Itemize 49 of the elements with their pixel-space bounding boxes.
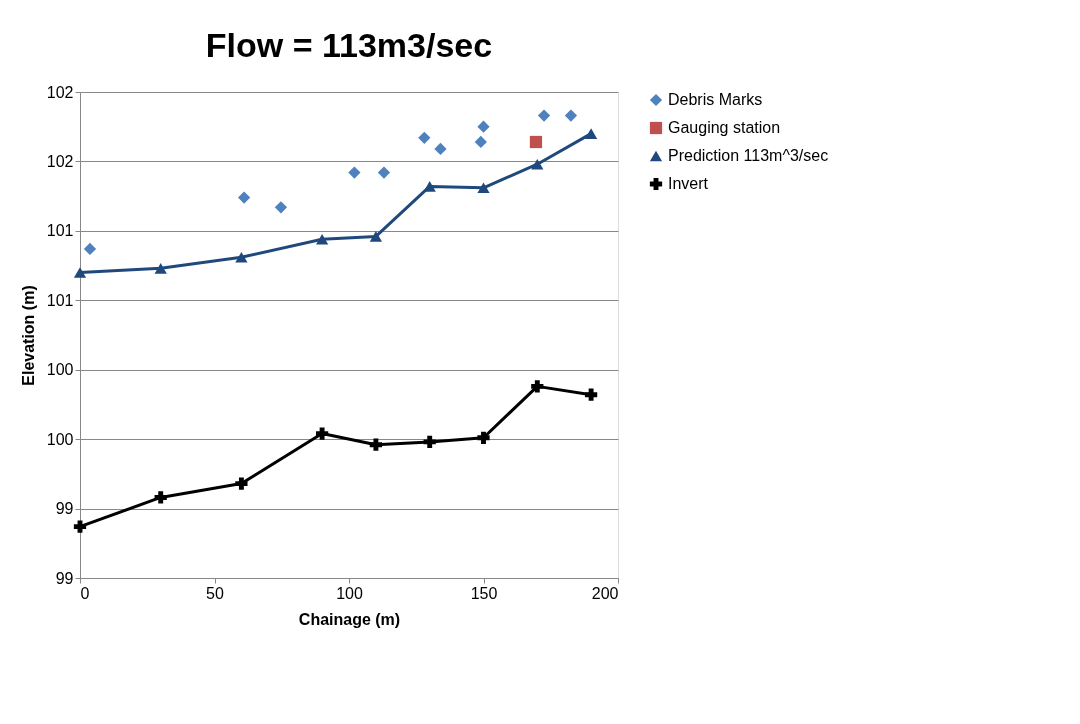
point [531, 380, 544, 393]
y-tick-label: 100 [46, 430, 74, 448]
y-tick-label: 102 [46, 152, 74, 170]
point [531, 158, 544, 170]
point [537, 109, 551, 122]
legend-label: Prediction 113m^3/sec [668, 147, 829, 164]
point [369, 231, 383, 242]
point [237, 191, 251, 204]
x-tick-label: 0 [80, 584, 90, 602]
point [477, 182, 490, 194]
point [154, 491, 167, 504]
legend-label: Gauging station [668, 119, 781, 136]
x-axis-title: Chainage (m) [298, 610, 401, 628]
point [377, 166, 391, 179]
point [564, 109, 578, 122]
point [83, 242, 97, 256]
legend-label: Invert [668, 175, 709, 192]
point [348, 166, 361, 179]
y-axis-title: Elevation (m) [19, 285, 37, 386]
point [434, 142, 447, 156]
point [418, 131, 431, 144]
point [584, 388, 598, 401]
point [529, 135, 543, 149]
y-tick-label: 100 [46, 361, 74, 379]
point [369, 438, 383, 451]
y-tick-label: 101 [46, 291, 74, 309]
point [315, 427, 329, 440]
point [73, 520, 87, 533]
point [584, 128, 598, 139]
x-tick-label: 150 [470, 584, 498, 602]
point [423, 435, 436, 449]
point [73, 267, 87, 278]
x-tick-label: 50 [206, 584, 224, 602]
y-tick-label: 102 [46, 83, 74, 101]
point [477, 431, 490, 444]
y-tick-label: 99 [55, 500, 74, 518]
point [274, 201, 288, 214]
point [154, 263, 167, 274]
chart-title: Flow = 113m3/sec [205, 26, 493, 64]
x-tick-label: 200 [591, 584, 619, 602]
y-tick-label: 101 [46, 222, 74, 240]
point [423, 181, 436, 192]
point [474, 135, 487, 149]
point [477, 120, 490, 133]
point [235, 251, 248, 263]
x-tick-label: 100 [336, 584, 363, 602]
y-tick-label: 99 [55, 569, 74, 587]
legend-label: Debris Marks [668, 91, 763, 108]
point [235, 477, 248, 490]
